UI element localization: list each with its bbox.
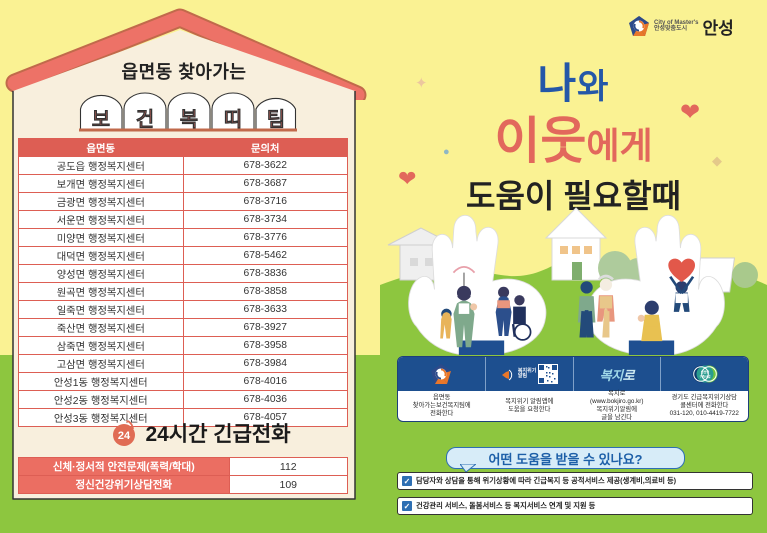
svg-text:보: 보 — [92, 109, 110, 131]
svg-text:✦: ✦ — [415, 75, 428, 92]
svg-text:❤: ❤ — [398, 166, 416, 191]
svg-text:안전망: 안전망 — [700, 369, 709, 374]
svg-text:❤: ❤ — [680, 99, 700, 126]
svg-text:복: 복 — [180, 108, 198, 131]
svg-text:24: 24 — [118, 430, 131, 442]
svg-text:●: ● — [443, 146, 450, 158]
svg-text:◆: ◆ — [712, 153, 722, 168]
svg-text:건: 건 — [136, 108, 154, 131]
svg-text:띠: 띠 — [224, 108, 242, 131]
svg-text:팀: 팀 — [267, 108, 285, 131]
svg-text:구축사업: 구축사업 — [699, 374, 710, 379]
